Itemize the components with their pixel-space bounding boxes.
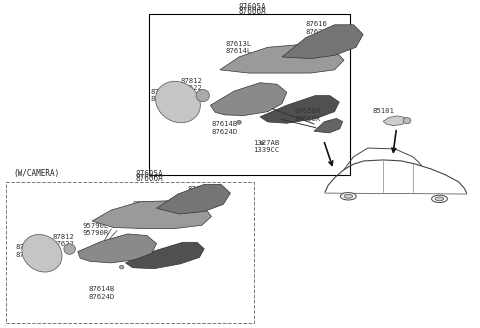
Text: 87621B
87623A: 87621B 87623A (16, 244, 42, 258)
Text: 87614B
87624D: 87614B 87624D (88, 286, 115, 299)
Text: 87616
87626: 87616 87626 (188, 186, 209, 200)
Polygon shape (210, 83, 287, 115)
Text: 87605A: 87605A (135, 170, 163, 179)
Text: 1327AB
1339CC: 1327AB 1339CC (253, 140, 280, 153)
Polygon shape (156, 184, 230, 214)
Polygon shape (78, 234, 156, 263)
Text: 87621B
87623A: 87621B 87623A (151, 89, 177, 102)
Text: 95790L
95790R: 95790L 95790R (83, 223, 109, 236)
Polygon shape (220, 44, 344, 73)
Bar (149, 14, 350, 175)
Ellipse shape (106, 248, 113, 255)
Text: 87613L
87614L: 87613L 87614L (132, 201, 159, 215)
Text: 87616
87626: 87616 87626 (306, 21, 328, 35)
Text: 87812
87622: 87812 87622 (180, 77, 202, 91)
Text: 87613L
87614L: 87613L 87614L (226, 41, 252, 54)
Text: 87606A: 87606A (238, 7, 266, 16)
Text: 87605A: 87605A (238, 3, 266, 12)
Ellipse shape (156, 81, 200, 123)
Ellipse shape (435, 197, 444, 201)
Text: 87606A: 87606A (135, 174, 163, 183)
Text: 87650X
87660X: 87650X 87660X (295, 108, 321, 122)
Polygon shape (260, 95, 339, 123)
Ellipse shape (344, 195, 353, 198)
Ellipse shape (340, 193, 356, 200)
Ellipse shape (22, 235, 62, 272)
Ellipse shape (64, 244, 75, 255)
Text: 85101: 85101 (372, 108, 395, 114)
Ellipse shape (237, 120, 241, 124)
Ellipse shape (403, 118, 411, 124)
Text: (W/CAMERA): (W/CAMERA) (13, 169, 60, 178)
Polygon shape (125, 242, 204, 269)
Bar (6, 182, 254, 323)
Polygon shape (92, 200, 211, 229)
Ellipse shape (97, 243, 107, 251)
Ellipse shape (120, 265, 124, 269)
Polygon shape (383, 116, 406, 126)
Text: 87614B
87624D: 87614B 87624D (211, 121, 238, 134)
Polygon shape (314, 118, 343, 133)
Ellipse shape (260, 142, 264, 145)
Text: 87812
87622: 87812 87622 (53, 234, 75, 247)
Ellipse shape (196, 90, 209, 102)
Polygon shape (282, 25, 363, 59)
Ellipse shape (432, 195, 447, 203)
